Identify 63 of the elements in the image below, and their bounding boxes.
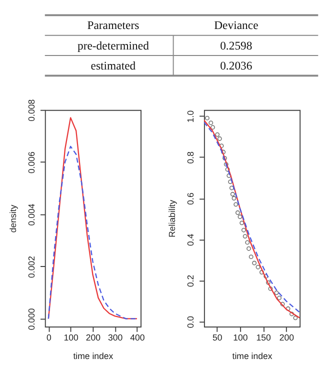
x-tick-label: 300	[108, 332, 123, 343]
point	[219, 144, 224, 148]
text: 0.2598	[220, 39, 252, 52]
y-axis-title: density	[8, 204, 18, 233]
point	[240, 220, 244, 226]
point	[290, 312, 294, 316]
point	[293, 316, 298, 320]
point	[260, 270, 264, 274]
point	[238, 214, 242, 219]
y-tick-label: 0.0	[186, 316, 196, 328]
point	[248, 254, 254, 260]
point	[208, 120, 214, 126]
y-tick-label: 0.4	[186, 234, 196, 246]
point	[242, 234, 248, 238]
x-tick-label: 400	[130, 332, 145, 343]
point	[268, 286, 273, 291]
x-tick-label: 100	[64, 332, 78, 343]
y-tick-label: 0.002	[26, 256, 37, 278]
point	[280, 302, 285, 306]
x-tick-label: 150	[256, 332, 272, 343]
point	[245, 240, 250, 245]
x-axis-title: time index	[73, 351, 114, 362]
point	[241, 228, 246, 232]
x-tick-label: 0	[46, 332, 52, 343]
point	[246, 246, 251, 251]
point	[235, 210, 240, 215]
point	[204, 116, 210, 120]
x-tick-label: 100	[233, 332, 248, 343]
point	[234, 202, 238, 207]
x-tick-label: 200	[279, 332, 294, 343]
text: Parameters	[87, 19, 140, 32]
point	[215, 132, 220, 137]
point	[230, 192, 235, 196]
point	[256, 264, 260, 270]
point	[225, 167, 230, 172]
x-axis-title: time index	[232, 351, 273, 362]
text: estimated	[90, 60, 136, 73]
text: pre-determined	[77, 39, 150, 52]
y-tick-label: 0.2	[186, 274, 196, 288]
point	[221, 150, 226, 154]
point	[274, 290, 279, 296]
x-tick-label: 200	[86, 332, 101, 343]
point	[224, 162, 228, 167]
text: 0.2036	[220, 60, 252, 73]
y-axis-title: Reliability	[167, 199, 178, 238]
y-tick-label: 0.008	[26, 99, 37, 122]
y-tick-label: 0.6	[186, 192, 196, 205]
point	[222, 156, 227, 160]
point	[277, 296, 282, 300]
y-tick-label: 0.004	[26, 204, 37, 226]
text: Deviance	[214, 19, 258, 32]
point	[210, 125, 215, 130]
point	[252, 260, 257, 266]
point	[217, 136, 222, 141]
y-tick-label: 1.0	[186, 110, 196, 123]
y-tick-label: 0.8	[186, 151, 196, 164]
point	[266, 280, 270, 285]
x-tick-label: 50	[212, 332, 222, 343]
point	[264, 274, 268, 279]
point	[229, 186, 234, 190]
y-tick-label: 0.006	[26, 151, 37, 174]
point	[232, 196, 236, 200]
y-tick-label: 0.000	[26, 308, 37, 330]
